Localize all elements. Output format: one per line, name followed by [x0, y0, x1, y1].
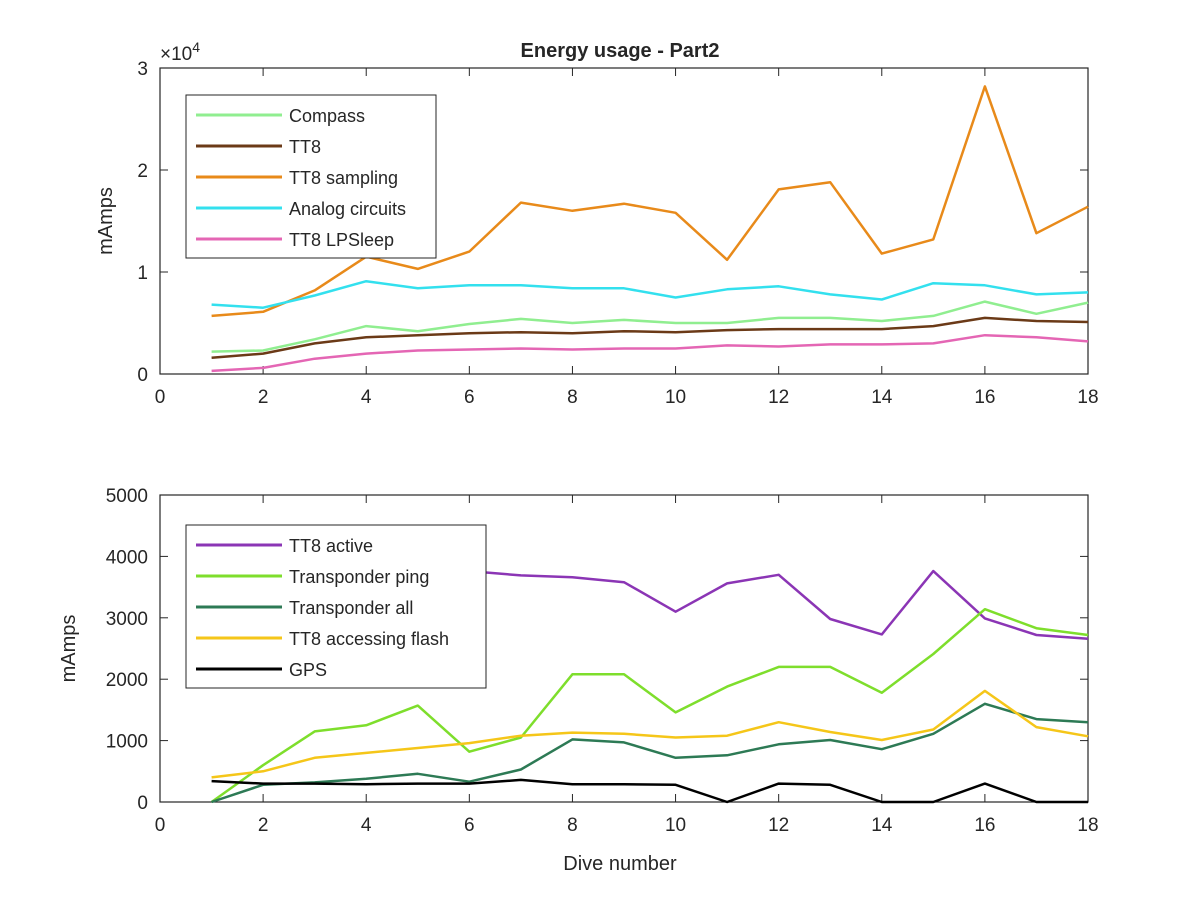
- x-tick-label: 4: [361, 387, 372, 408]
- legend-label-analog-circuits: Analog circuits: [289, 199, 406, 219]
- x-tick-label: 6: [464, 815, 475, 836]
- legend-label-compass: Compass: [289, 106, 365, 126]
- y-exponent-label: ×104: [160, 39, 200, 65]
- y-axis-label: mAmps: [58, 615, 80, 683]
- x-tick-label: 12: [768, 815, 789, 836]
- legend-label-tt8: TT8: [289, 137, 321, 157]
- series-line-transponder-ping: [210, 607, 1089, 804]
- y-tick-label: 0: [137, 365, 148, 386]
- series-line-transponder-all: [211, 702, 1089, 804]
- x-axis-label: Dive number: [563, 853, 677, 875]
- x-tick-label: 6: [464, 387, 475, 408]
- x-tick-label: 18: [1077, 815, 1098, 836]
- series-line-tt8-accessing-flash: [211, 689, 1089, 779]
- figure-title: Energy usage - Part2: [521, 40, 720, 62]
- x-tick-label: 0: [155, 815, 166, 836]
- x-tick-label: 2: [258, 387, 269, 408]
- x-tick-label: 0: [155, 387, 166, 408]
- bottom-axes-energy: 0 2 4 6 8 10 12 14 16 18 0 1000 2000 3000 4000 5000 mAmp…: [58, 486, 1099, 836]
- y-tick-label: 3: [137, 59, 148, 80]
- y-tick-label: 5000: [106, 486, 148, 507]
- y-tick-label: 2000: [106, 670, 148, 691]
- y-tick-label: 1000: [106, 732, 148, 753]
- y-tick-label: 0: [137, 793, 148, 814]
- legend-label-transponder-ping: Transponder ping: [289, 567, 429, 587]
- legend-label-tt8-sampling: TT8 sampling: [289, 168, 398, 188]
- legend-label-tt8-lpsleep: TT8 LPSleep: [289, 230, 394, 250]
- legend: Compass TT8 TT8 sampling Analog circuits TT8…: [185, 94, 437, 259]
- legend: TT8 active Transponder ping Transponder al…: [185, 524, 487, 689]
- series-line-gps: [211, 778, 1088, 804]
- series-line-analog-circuits: [211, 279, 1089, 309]
- series-line-compass: [211, 300, 1089, 353]
- x-tick-label: 4: [361, 815, 372, 836]
- legend-label-gps: GPS: [289, 660, 327, 680]
- y-exponent-power: 4: [192, 39, 200, 55]
- y-tick-label: 3000: [106, 609, 148, 630]
- y-tick-label: 2: [137, 161, 148, 182]
- legend-label-transponder-all: Transponder all: [289, 598, 413, 618]
- y-axis-label: mAmps: [95, 187, 117, 255]
- x-tick-label: 16: [974, 387, 995, 408]
- legend-label-tt8-accessing-flash: TT8 accessing flash: [289, 629, 449, 649]
- x-tick-label: 14: [871, 387, 893, 408]
- series-line-tt8: [211, 316, 1089, 359]
- x-tick-label: 10: [665, 387, 686, 408]
- x-tick-label: 16: [974, 815, 995, 836]
- x-tick-label: 10: [665, 815, 686, 836]
- legend-label-tt8-active: TT8 active: [289, 536, 373, 556]
- series-line-tt8-lpsleep: [211, 333, 1089, 373]
- x-tick-label: 18: [1077, 387, 1098, 408]
- series-line-tt8-sampling: [211, 85, 1089, 318]
- y-tick-label: 4000: [106, 547, 148, 568]
- x-tick-label: 2: [258, 815, 269, 836]
- y-tick-label: 1: [137, 263, 148, 284]
- top-axes-energy: 0 2 4 6 8 10 12 14 16 180123×104mAmpsCompassTT8TT…: [95, 39, 1099, 408]
- x-tick-label: 12: [768, 387, 789, 408]
- x-tick-label: 8: [567, 815, 578, 836]
- x-tick-label: 14: [871, 815, 893, 836]
- x-tick-label: 8: [567, 387, 578, 408]
